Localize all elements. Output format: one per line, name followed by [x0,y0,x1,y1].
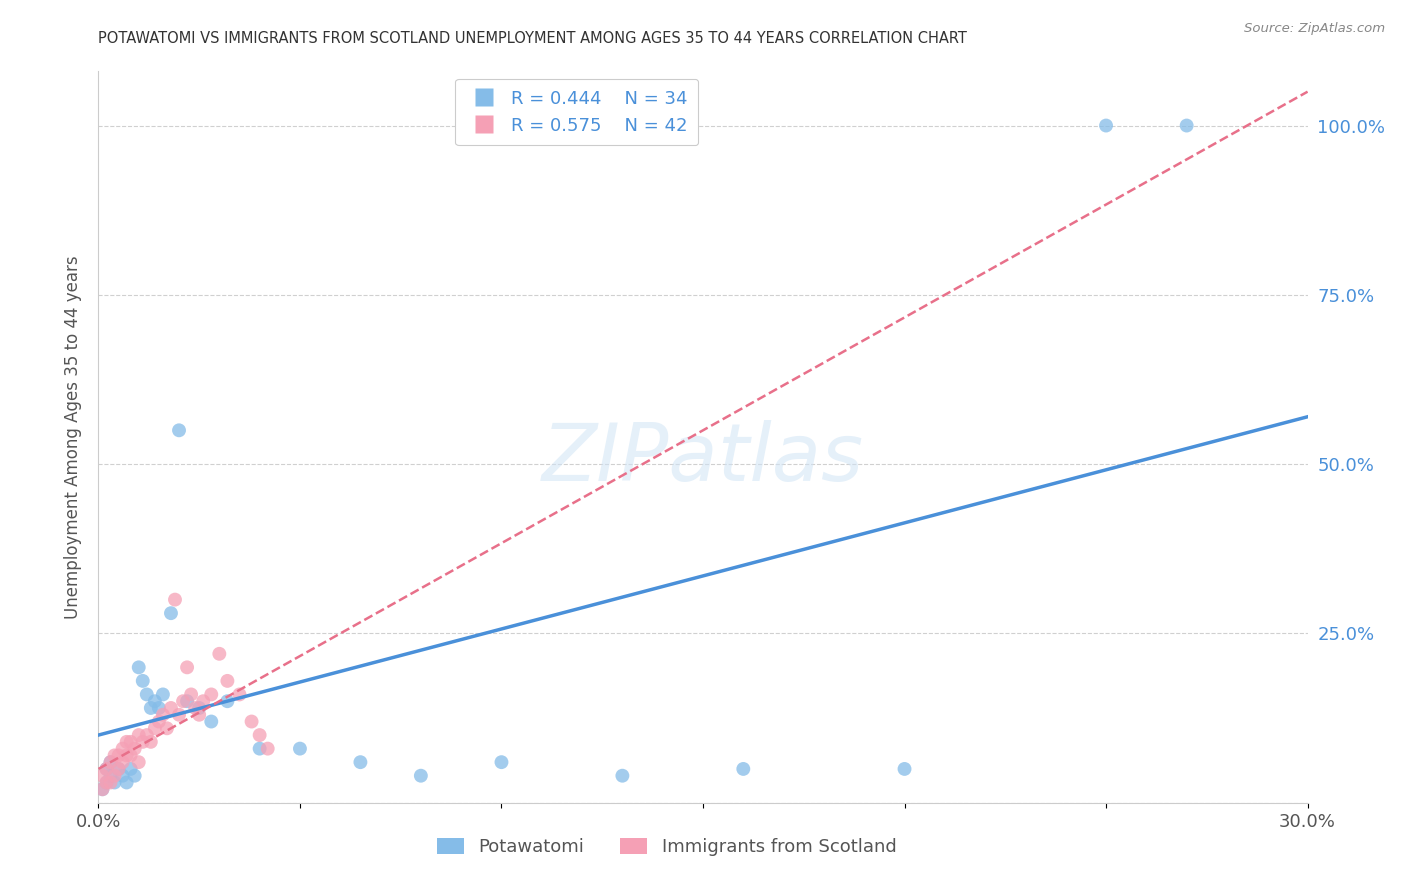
Point [132,735,155,749]
Point [124,769,146,783]
Point [128,755,150,769]
Point [128,660,150,674]
Text: POTAWATOMI VS IMMIGRANTS FROM SCOTLAND UNEMPLOYMENT AMONG AGES 35 TO 44 YEARS CO: POTAWATOMI VS IMMIGRANTS FROM SCOTLAND U… [98,31,967,46]
Point [240,714,263,729]
Point [156,721,179,735]
Point [152,688,174,702]
Point [135,688,157,702]
Point [188,707,211,722]
Point [228,688,250,702]
Point [148,701,170,715]
Point [100,755,122,769]
Point [1095,119,1118,133]
Point [107,748,129,763]
Point [1175,119,1198,133]
Point [349,755,371,769]
Point [163,592,186,607]
Point [176,660,198,674]
Point [200,714,222,729]
Point [91,782,114,797]
Point [111,769,134,783]
Point [160,606,183,620]
Point [180,688,202,702]
Point [733,762,755,776]
Point [91,769,114,783]
Point [107,762,129,776]
Point [115,775,138,789]
Point [132,673,155,688]
Point [100,755,122,769]
Point [249,728,271,742]
Point [135,728,157,742]
Point [143,694,166,708]
Point [256,741,278,756]
Point [249,741,271,756]
Point [172,694,194,708]
Point [208,647,231,661]
Point [120,735,142,749]
Point [148,714,170,729]
Point [107,762,129,776]
Point [188,701,211,715]
Point [96,762,118,776]
Point [217,673,239,688]
Text: ZIPatlas: ZIPatlas [541,420,865,498]
Point [100,769,122,783]
Point [288,741,311,756]
Point [893,762,915,776]
Point [115,735,138,749]
Point [139,701,162,715]
Point [120,762,142,776]
Point [176,694,198,708]
Point [103,769,125,783]
Point [217,694,239,708]
Point [100,775,122,789]
Point [184,701,207,715]
Point [120,748,142,763]
Point [111,755,134,769]
Point [115,748,138,763]
Y-axis label: Unemployment Among Ages 35 to 44 years: Unemployment Among Ages 35 to 44 years [63,255,82,619]
Text: Source: ZipAtlas.com: Source: ZipAtlas.com [1244,22,1385,36]
Point [103,775,125,789]
Point [167,423,190,437]
Point [167,707,190,722]
Point [160,701,183,715]
Point [124,741,146,756]
Point [103,748,125,763]
Legend: Potawatomi, Immigrants from Scotland: Potawatomi, Immigrants from Scotland [430,830,904,863]
Point [96,775,118,789]
Point [91,782,114,797]
Point [96,775,118,789]
Point [111,741,134,756]
Point [152,707,174,722]
Point [128,728,150,742]
Point [139,735,162,749]
Point [143,721,166,735]
Point [193,694,215,708]
Point [200,688,222,702]
Point [409,769,432,783]
Point [612,769,634,783]
Point [491,755,513,769]
Point [96,762,118,776]
